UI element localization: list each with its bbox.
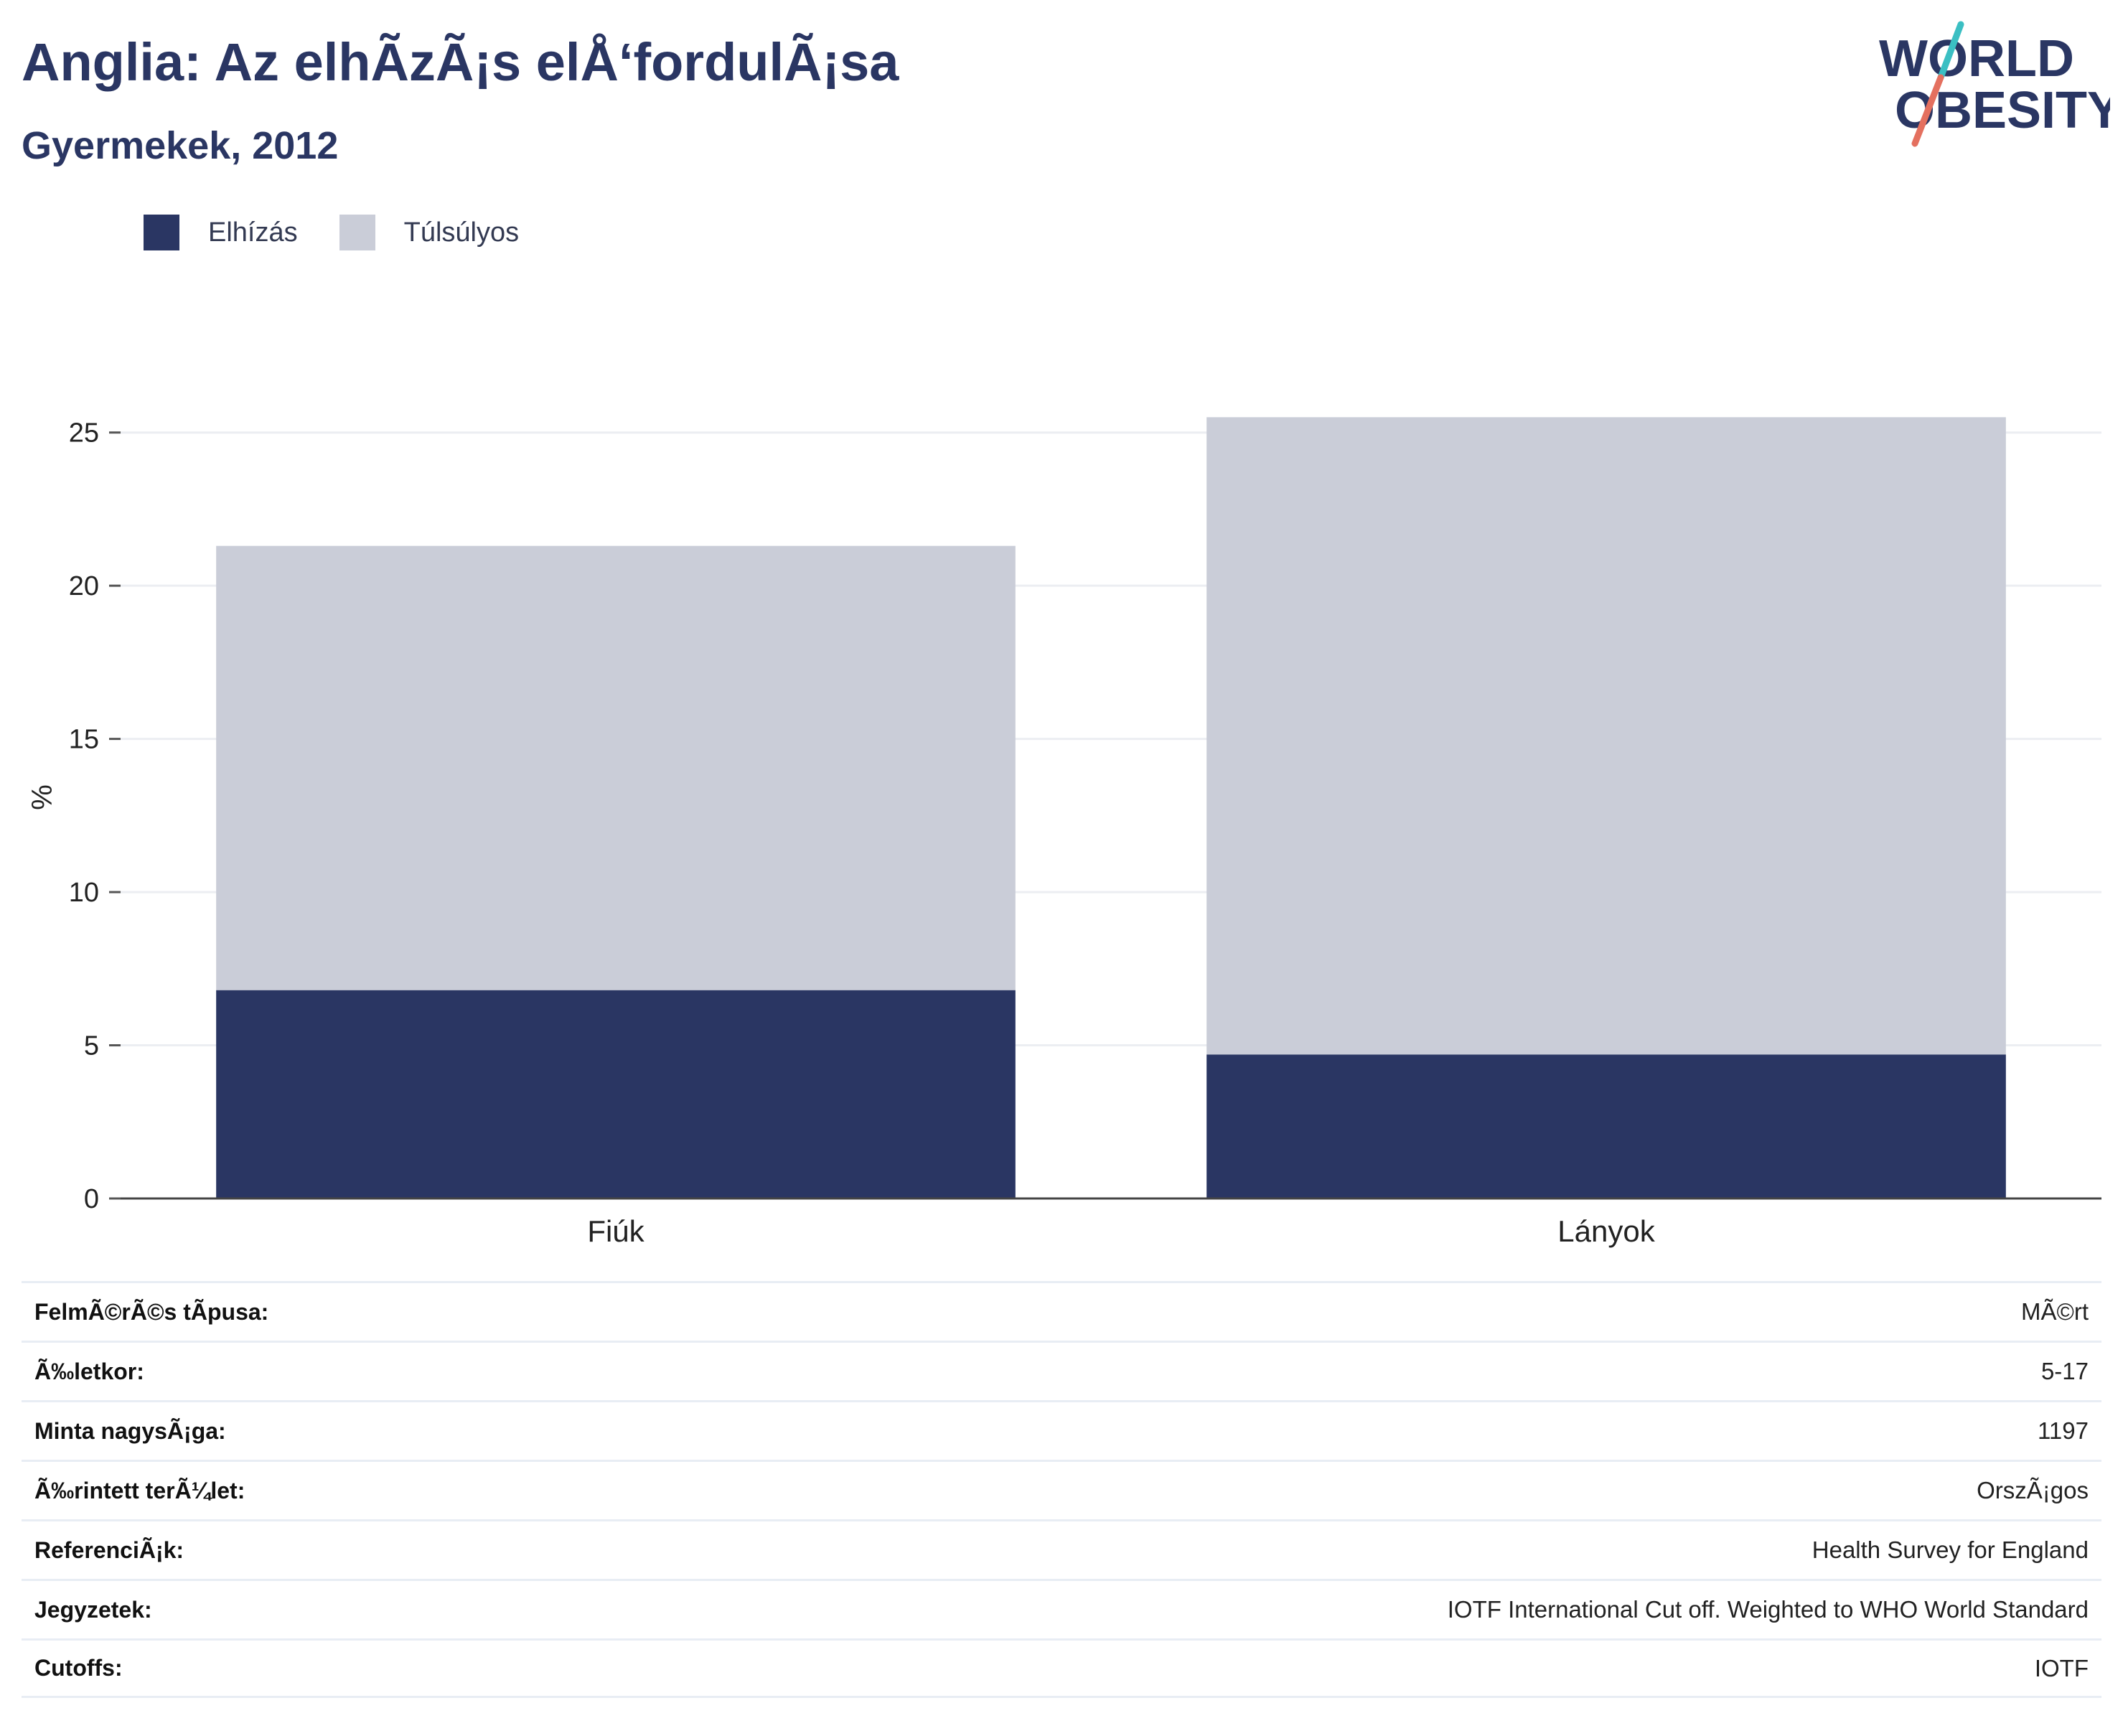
info-value: OrszÃ¡gos: [1977, 1477, 2089, 1503]
world-obesity-logo: WORLD OBESITY: [1879, 21, 2110, 147]
bar-elhizas-lanyok[interactable]: [1206, 1054, 2006, 1198]
info-row-notes: Jegyzetek: IOTF International Cut off. W…: [22, 1579, 2101, 1638]
chart-title: Anglia: Az elhÃzÃ¡s elÅ‘fordulÃ¡sa: [22, 32, 899, 92]
info-row-cutoffs: Cutoffs: IOTF: [22, 1638, 2101, 1698]
y-tick-label: 20: [69, 571, 99, 601]
info-label: Minta nagysÃ¡ga:: [34, 1417, 226, 1444]
info-value: 1197: [2038, 1417, 2089, 1444]
info-value: IOTF International Cut off. Weighted to …: [1447, 1596, 2089, 1623]
survey-info-table: FelmÃ©rÃ©s tÃpusa: MÃ©rt Ã‰letkor: 5-17 …: [22, 1281, 2101, 1698]
chart-subtitle: Gyermekek, 2012: [22, 124, 339, 167]
info-label: Jegyzetek:: [34, 1596, 152, 1623]
bar-tulsulyos-fiuk[interactable]: [216, 545, 1016, 990]
info-row-sample-size: Minta nagysÃ¡ga: 1197: [22, 1400, 2101, 1460]
y-tick-label: 15: [69, 725, 99, 755]
info-value: IOTF: [2034, 1654, 2089, 1681]
x-category-label: Fiúk: [587, 1214, 645, 1248]
info-row-area: Ã‰rintett terÃ¼let: OrszÃ¡gos: [22, 1460, 2101, 1519]
info-value: Health Survey for England: [1812, 1536, 2089, 1563]
stacked-bar-chart: 0 5 10 15 20 25 Fiúk Lányok%: [27, 417, 2101, 1248]
y-axis-title: %: [27, 784, 58, 810]
logo-slash-bottom: [1911, 74, 1944, 147]
y-tick-label: 0: [84, 1184, 99, 1214]
legend-label-overweight: Túlsúlyos: [403, 217, 520, 248]
info-row-references: ReferenciÃ¡k: Health Survey for England: [22, 1519, 2101, 1579]
chart-legend: Elhízás Túlsúlyos: [144, 212, 561, 253]
info-label: Cutoffs:: [34, 1655, 123, 1681]
info-row-age: Ã‰letkor: 5-17: [22, 1341, 2101, 1400]
info-label: Ã‰rintett terÃ¼let:: [34, 1477, 245, 1503]
y-tick-label: 5: [84, 1031, 99, 1061]
info-label: FelmÃ©rÃ©s tÃpusa:: [34, 1298, 269, 1325]
y-tick-label: 10: [69, 878, 99, 908]
bar-tulsulyos-lanyok[interactable]: [1206, 417, 2006, 1055]
info-label: ReferenciÃ¡k:: [34, 1536, 184, 1563]
logo-slash-top: [1937, 21, 1964, 81]
info-value: 5-17: [2040, 1358, 2089, 1384]
logo-word-world: WORLD: [1879, 30, 2074, 88]
bar-elhizas-fiuk[interactable]: [216, 990, 1016, 1198]
legend-swatch-obesity: [144, 215, 179, 250]
x-category-label: Lányok: [1557, 1214, 1655, 1248]
info-value: MÃ©rt: [2021, 1298, 2089, 1325]
info-label: Ã‰letkor:: [34, 1358, 144, 1384]
legend-item-obesity[interactable]: Elhízás: [144, 215, 298, 250]
info-row-survey-type: FelmÃ©rÃ©s tÃpusa: MÃ©rt: [22, 1281, 2101, 1341]
legend-label-obesity: Elhízás: [208, 217, 298, 248]
y-tick-label: 25: [69, 418, 99, 449]
legend-swatch-overweight: [339, 215, 375, 250]
legend-item-overweight[interactable]: Túlsúlyos: [339, 215, 520, 250]
